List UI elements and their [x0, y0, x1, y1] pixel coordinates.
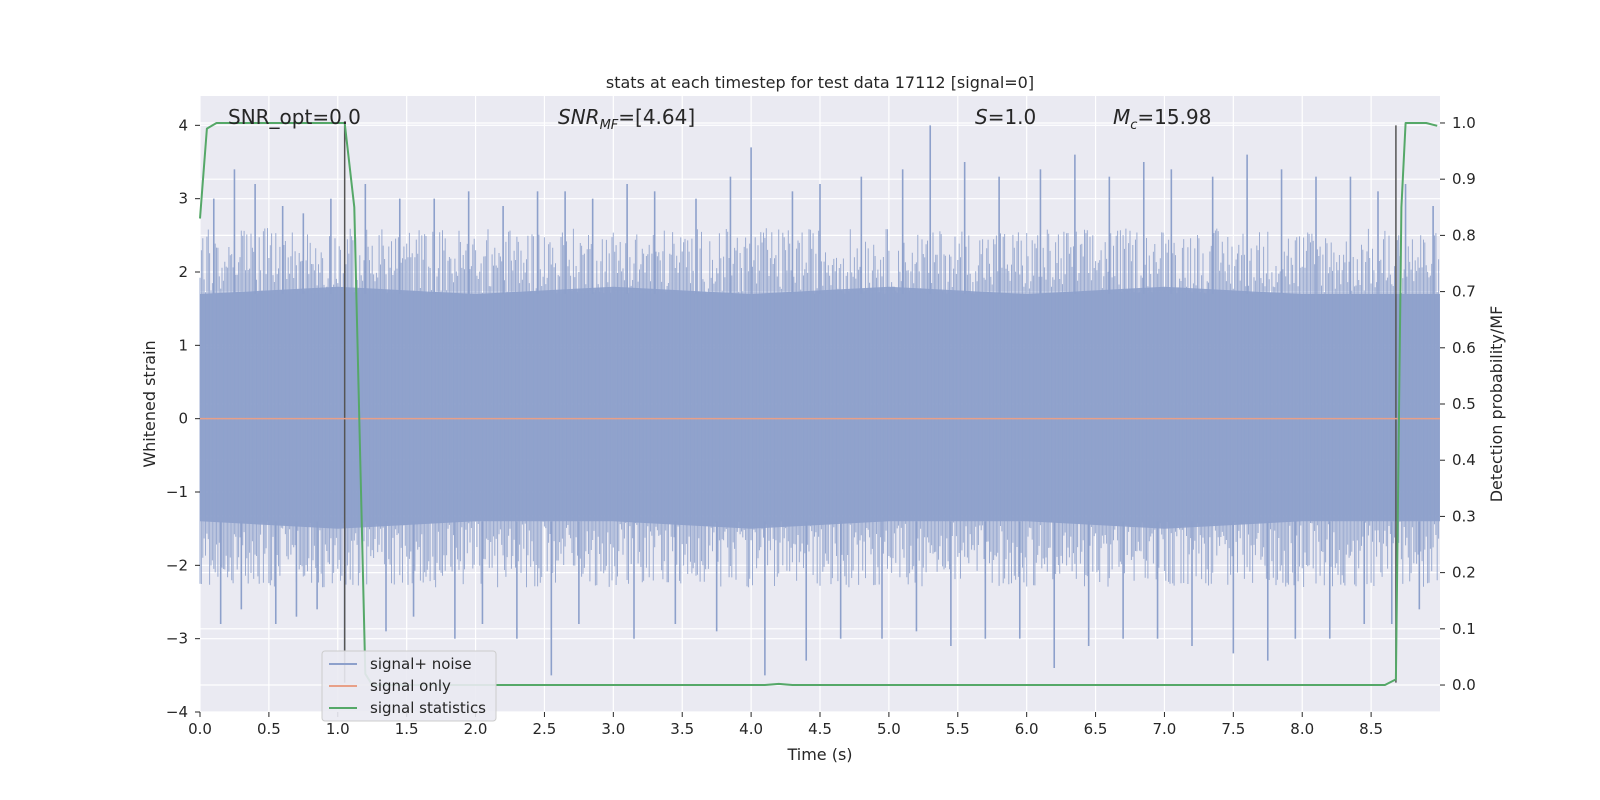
legend: signal+ noise signal only signal statist… [321, 650, 497, 722]
y2-tick-label-0: 1.0 [1452, 114, 1476, 132]
y-tick-label-1: 3 [178, 190, 188, 208]
y2-ticks: 1.0 0.9 0.8 0.7 0.6 0.5 0.4 0.3 0.2 0.1 0.0 [1440, 114, 1476, 694]
legend-box [321, 650, 497, 722]
x-tick-label-11: 5.5 [946, 720, 970, 738]
y2-tick-label-5: 0.5 [1452, 395, 1476, 413]
x-tick-label-13: 6.5 [1084, 720, 1108, 738]
y2-tick-label-10: 0.0 [1452, 676, 1476, 694]
y-tick-label-8: −4 [166, 703, 188, 721]
s-value: =1.0 [988, 105, 1037, 129]
y-ticks: 4 3 2 1 0 −1 −2 −3 −4 [166, 116, 200, 721]
y-tick-label-4: 0 [178, 410, 188, 428]
x-tick-label-1: 0.5 [257, 720, 281, 738]
legend-label-noise: signal+ noise [370, 655, 472, 673]
s-annotation: S=1.0 [975, 105, 1036, 129]
x-tick-label-9: 4.5 [808, 720, 832, 738]
y2-tick-label-4: 0.6 [1452, 339, 1476, 357]
x-tick-label-12: 6.0 [1015, 720, 1039, 738]
mc-main: M [1113, 105, 1130, 129]
s-main: S [975, 105, 988, 129]
snr-mf-annotation: SNRMF=[4.64] [558, 105, 695, 133]
snr-mf-value: =[4.64] [618, 105, 695, 129]
x-tick-label-2: 1.0 [326, 720, 350, 738]
noise-trace [199, 228, 1440, 588]
snr-mf-sub: MF [600, 118, 619, 133]
signal-statistics-line [199, 122, 1438, 686]
x-tick-label-5: 2.5 [533, 720, 557, 738]
mc-annotation: Mc=15.98 [1113, 105, 1211, 133]
y2-tick-label-6: 0.4 [1452, 451, 1476, 469]
x-tick-label-17: 8.5 [1359, 720, 1383, 738]
snr-opt-annotation: SNR_opt=0.0 [228, 105, 361, 129]
x-tick-label-16: 8.0 [1290, 720, 1314, 738]
signal-noise-series [199, 125, 1440, 676]
x-tick-label-0: 0.0 [188, 720, 212, 738]
y2-tick-label-9: 0.1 [1452, 620, 1476, 638]
snr-mf-main: SNR [558, 105, 600, 129]
mc-value: =15.98 [1137, 105, 1211, 129]
x-tick-label-4: 2.0 [464, 720, 488, 738]
x-tick-label-15: 7.5 [1221, 720, 1245, 738]
legend-label-statistics: signal statistics [370, 699, 486, 717]
y2-tick-label-1: 0.9 [1452, 170, 1476, 188]
y-tick-label-6: −2 [166, 556, 188, 574]
y-tick-label-5: −1 [166, 483, 188, 501]
legend-label-signal-only: signal only [370, 677, 451, 695]
x-tick-label-3: 1.5 [395, 720, 419, 738]
y-axis-label: Whitened strain [140, 340, 159, 467]
y2-tick-label-2: 0.8 [1452, 226, 1476, 244]
x-tick-label-10: 5.0 [877, 720, 901, 738]
x-tick-label-14: 7.0 [1153, 720, 1177, 738]
x-tick-label-7: 3.5 [670, 720, 694, 738]
chart-title: stats at each timestep for test data 171… [606, 73, 1034, 92]
y-tick-label-2: 2 [178, 263, 188, 281]
mc-sub: c [1130, 118, 1137, 133]
y2-tick-label-7: 0.3 [1452, 507, 1476, 525]
x-ticks: 0.0 0.5 1.0 1.5 2.0 2.5 3.0 3.5 4.0 4.5 5.0 5.5 6.0 6… [188, 712, 1383, 738]
signal-statistics-series [199, 122, 1438, 686]
y-tick-label-7: −3 [166, 630, 188, 648]
y2-tick-label-3: 0.7 [1452, 283, 1476, 301]
y-tick-label-3: 1 [178, 336, 188, 354]
vertical-markers [343, 125, 1397, 683]
y2-axis-label: Detection probability/MF [1487, 306, 1506, 503]
y-tick-label-0: 4 [178, 116, 188, 134]
x-tick-label-8: 4.0 [739, 720, 763, 738]
x-axis-label: Time (s) [786, 745, 852, 764]
y2-tick-label-8: 0.2 [1452, 564, 1476, 582]
x-tick-label-6: 3.0 [601, 720, 625, 738]
